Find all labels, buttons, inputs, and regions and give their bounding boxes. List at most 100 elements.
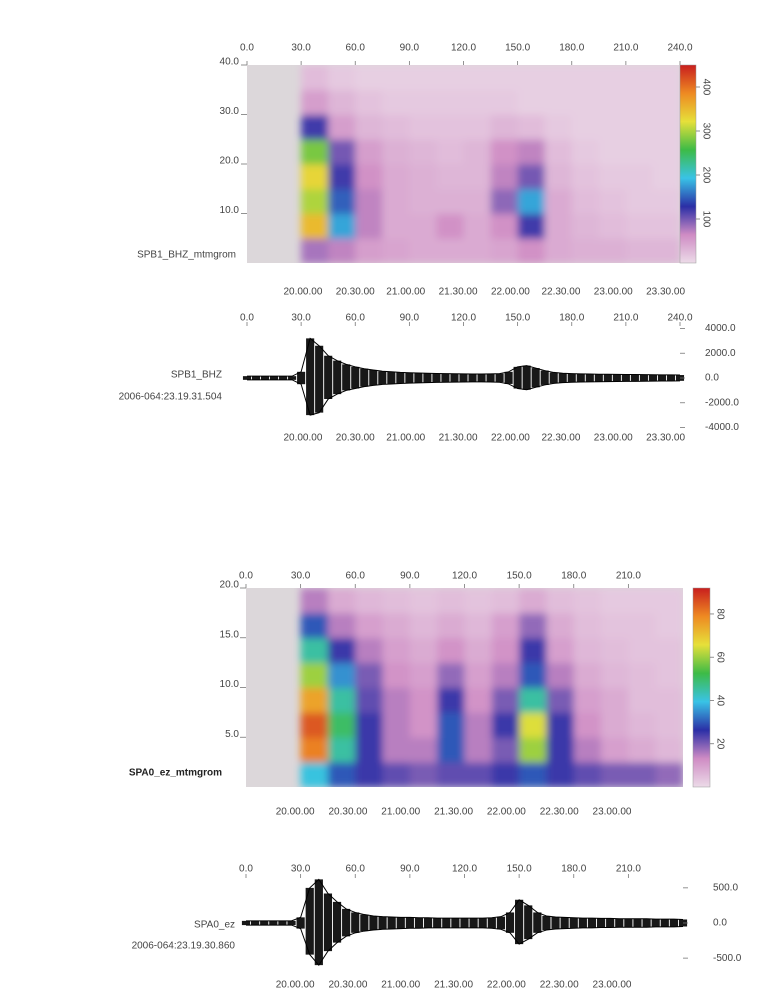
time-label: 20.30.00 — [336, 287, 375, 298]
heatmap-cell — [628, 637, 657, 664]
x-tick-label: 150.0 — [507, 571, 532, 582]
heatmap-cell — [382, 114, 410, 140]
time-label: 20.00.00 — [283, 287, 322, 298]
heatmap-cell — [409, 588, 438, 614]
time-label: 22.30.00 — [540, 980, 579, 991]
heatmap-cell — [382, 588, 411, 614]
x-tick-label: 0.0 — [240, 313, 254, 324]
heatmap-cell — [437, 612, 465, 639]
heatmap-cell — [546, 737, 575, 763]
waveform-envelope — [247, 379, 681, 416]
heatmap-cell — [546, 612, 575, 639]
waveform-envelope — [247, 337, 681, 377]
heatmap-cell — [464, 687, 493, 713]
heatmap-cell — [409, 188, 437, 214]
heatmap-cell — [546, 662, 575, 688]
time-label: 22.30.00 — [540, 807, 579, 818]
x-tick-label: 30.0 — [291, 571, 311, 582]
time-label: 22.00.00 — [487, 980, 526, 991]
heatmap-cell — [327, 662, 356, 688]
heatmap-cell — [436, 188, 464, 214]
heatmap-cell — [437, 737, 465, 763]
x-tick-label: 180.0 — [561, 571, 586, 582]
x-tick-label: 60.0 — [346, 43, 366, 54]
heatmap-cell — [625, 164, 654, 190]
time-label: 23.00.00 — [594, 433, 633, 444]
heatmap-cell — [598, 164, 627, 190]
time-label: 22.00.00 — [491, 433, 530, 444]
heatmap-cell — [436, 65, 464, 91]
heatmap-cells — [301, 65, 680, 263]
heatmap-cell — [625, 139, 654, 165]
heatmap-cell — [464, 737, 493, 763]
heatmap-cell — [382, 188, 410, 214]
y-tick-label: 10.0 — [220, 679, 240, 690]
heatmap-cell — [601, 588, 629, 614]
heatmap-cell — [327, 612, 356, 639]
heatmap-cell — [355, 65, 383, 91]
heatmap-cell — [519, 588, 547, 614]
heatmap-cell — [409, 238, 437, 263]
heatmap-cell — [491, 762, 520, 787]
heatmap-cell — [573, 662, 602, 688]
heatmap-cell — [544, 238, 573, 263]
heatmap-cell — [628, 712, 657, 738]
heatmap-cell — [652, 139, 680, 165]
heatmap-cell — [327, 637, 356, 664]
x-tick-label: 90.0 — [400, 313, 420, 324]
station-label: SPA0_ez — [194, 920, 235, 931]
heatmap-cell — [301, 188, 329, 214]
heatmap-cell — [464, 662, 493, 688]
heatmap-cell — [598, 238, 627, 263]
heatmap-cell — [490, 238, 519, 263]
heatmap-cell — [463, 164, 492, 190]
time-label: 20.30.00 — [328, 980, 367, 991]
heatmap-cell — [300, 687, 329, 713]
heatmap-cell — [655, 762, 683, 787]
heatmap-cell — [355, 238, 383, 263]
heatmap-cell — [655, 612, 683, 639]
heatmap-cell — [409, 612, 438, 639]
heatmap-cell — [517, 238, 546, 263]
y-tick-label: 0.0 — [705, 373, 719, 384]
heatmap-cell — [464, 712, 493, 738]
heatmap-cell — [436, 213, 464, 239]
y-tick-label: 10.0 — [220, 205, 240, 216]
heatmap-cell — [409, 213, 437, 239]
heatmap-cell — [437, 637, 465, 664]
heatmap-cell — [382, 65, 410, 91]
time-label: 23.30.00 — [646, 433, 685, 444]
heatmap-cell — [409, 662, 438, 688]
heatmap-cell — [463, 238, 492, 263]
heatmap-cell — [517, 188, 546, 214]
heatmap-cell — [355, 737, 384, 763]
heatmap-cell — [655, 588, 683, 614]
heatmap-cell — [328, 114, 356, 140]
x-tick-label: 240.0 — [667, 313, 692, 324]
time-label: 21.00.00 — [386, 287, 425, 298]
heatmap-cell — [328, 188, 356, 214]
heatmap-cell — [544, 164, 573, 190]
time-label: 23.00.00 — [593, 807, 632, 818]
heatmap-cell — [328, 213, 356, 239]
x-tick-label: 90.0 — [400, 571, 420, 582]
heatmap-cell — [517, 213, 546, 239]
heatmap-cell — [300, 712, 329, 738]
heatmap-cell — [544, 89, 573, 115]
heatmap-cell — [519, 762, 547, 787]
heatmap-cell — [301, 114, 329, 140]
heatmap-cell — [655, 687, 683, 713]
heatmap-area — [301, 65, 680, 263]
heatmap-cell — [652, 65, 680, 91]
heatmap-cell — [382, 612, 411, 639]
heatmap-cell — [491, 712, 520, 738]
heatmap-cell — [436, 238, 464, 263]
heatmap-cell — [625, 65, 654, 91]
x-tick-label: 30.0 — [291, 43, 311, 54]
heatmap-cell — [437, 662, 465, 688]
heatmap-cell — [491, 737, 520, 763]
heatmap-cell — [409, 637, 438, 664]
heatmap-cell — [601, 637, 629, 664]
heatmap-cell — [436, 164, 464, 190]
heatmap-cell — [436, 114, 464, 140]
